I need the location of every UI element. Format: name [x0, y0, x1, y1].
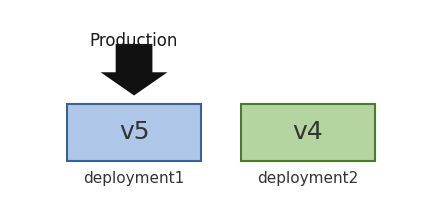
Polygon shape	[101, 44, 167, 95]
FancyBboxPatch shape	[240, 104, 374, 161]
Text: deployment1: deployment1	[83, 171, 184, 186]
FancyBboxPatch shape	[67, 104, 200, 161]
Text: v4: v4	[292, 120, 322, 144]
Text: deployment2: deployment2	[257, 171, 357, 186]
Text: v5: v5	[119, 120, 149, 144]
Text: Production: Production	[89, 32, 178, 50]
